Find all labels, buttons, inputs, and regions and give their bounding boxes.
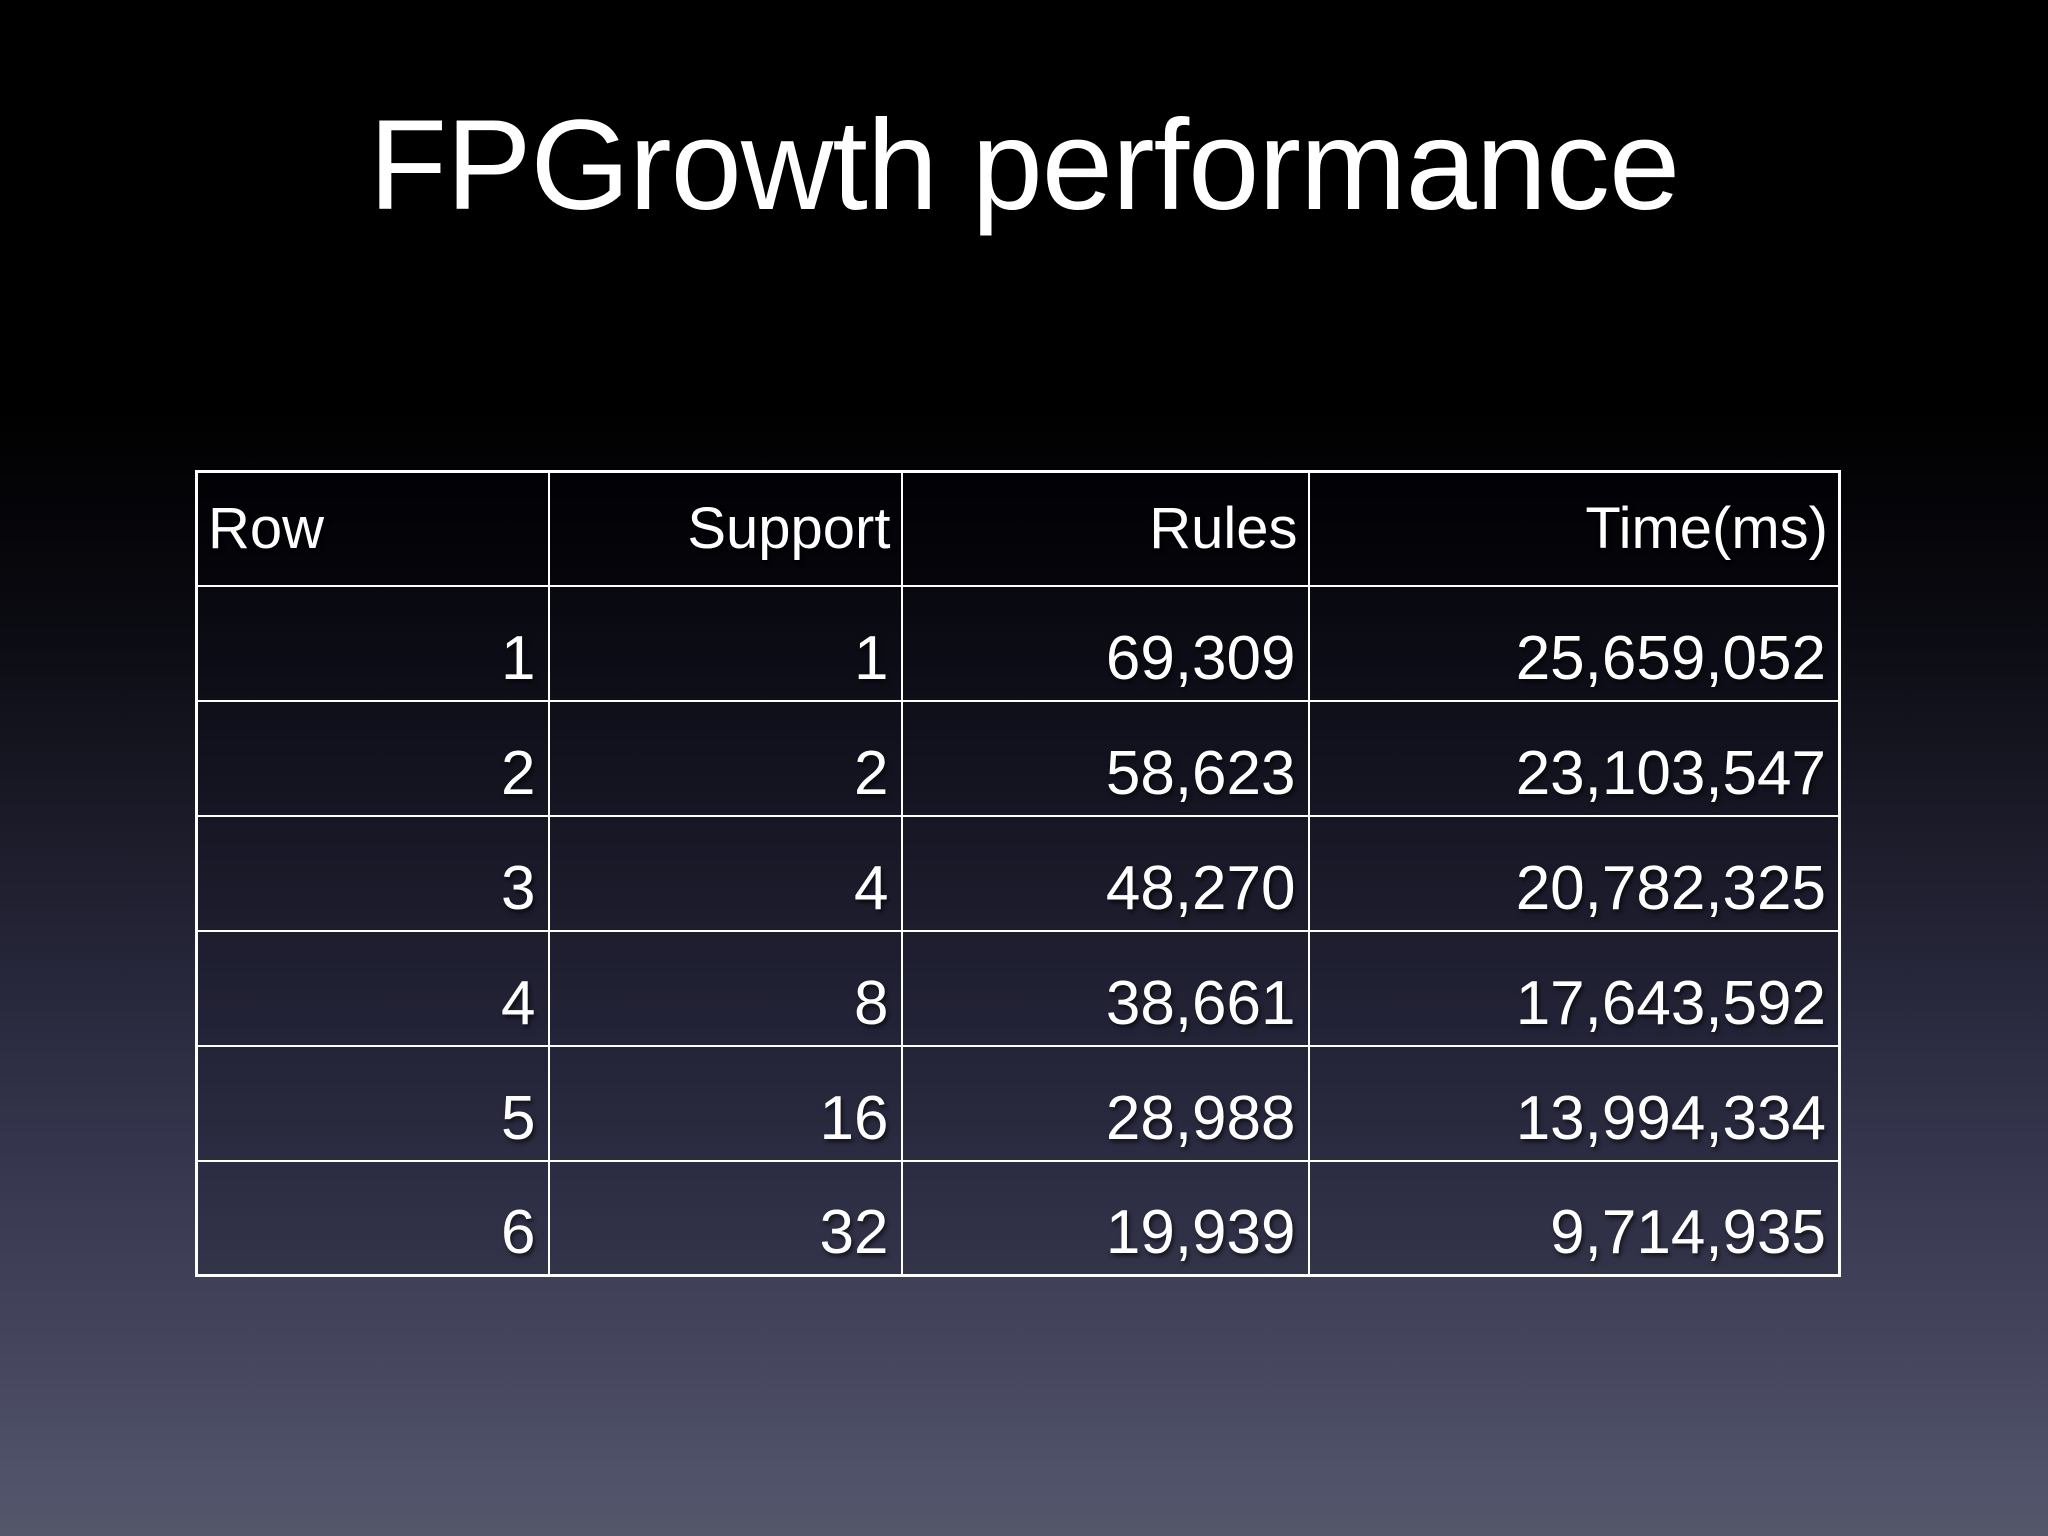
table-cell: 38,661 [900, 929, 1310, 1047]
table-cell: 17,643,592 [1307, 929, 1841, 1047]
table-cell: 19,939 [900, 1159, 1310, 1277]
table-cell: 5 [195, 1044, 550, 1162]
column-header-row: Row [195, 470, 550, 587]
table-cell: 6 [195, 1159, 550, 1277]
table-cell: 16 [547, 1044, 903, 1162]
performance-table: Row Support Rules Time(ms) 1 1 69,309 25… [195, 470, 1841, 1277]
column-header-support: Support [547, 470, 903, 587]
table-cell: 9,714,935 [1307, 1159, 1841, 1277]
column-header-time: Time(ms) [1307, 470, 1841, 587]
column-header-rules: Rules [900, 470, 1310, 587]
table-cell: 1 [547, 584, 903, 702]
table-cell: 8 [547, 929, 903, 1047]
table-row: 1 1 69,309 25,659,052 [195, 584, 1841, 702]
table-row: 4 8 38,661 17,643,592 [195, 929, 1841, 1047]
table-cell: 2 [547, 699, 903, 817]
table-cell: 3 [195, 814, 550, 932]
table-cell: 4 [195, 929, 550, 1047]
table-cell: 25,659,052 [1307, 584, 1841, 702]
table-cell: 4 [547, 814, 903, 932]
table-cell: 20,782,325 [1307, 814, 1841, 932]
table-row: 5 16 28,988 13,994,334 [195, 1044, 1841, 1162]
table-cell: 58,623 [900, 699, 1310, 817]
table-cell: 48,270 [900, 814, 1310, 932]
table-cell: 28,988 [900, 1044, 1310, 1162]
table-cell: 2 [195, 699, 550, 817]
table-cell: 69,309 [900, 584, 1310, 702]
table-cell: 32 [547, 1159, 903, 1277]
table-cell: 23,103,547 [1307, 699, 1841, 817]
table-row: 2 2 58,623 23,103,547 [195, 699, 1841, 817]
table-row: 6 32 19,939 9,714,935 [195, 1159, 1841, 1277]
table-row: 3 4 48,270 20,782,325 [195, 814, 1841, 932]
table-cell: 13,994,334 [1307, 1044, 1841, 1162]
page-title: FPGrowth performance [368, 94, 1680, 237]
table-header-row: Row Support Rules Time(ms) [195, 470, 1841, 587]
table-cell: 1 [195, 584, 550, 702]
